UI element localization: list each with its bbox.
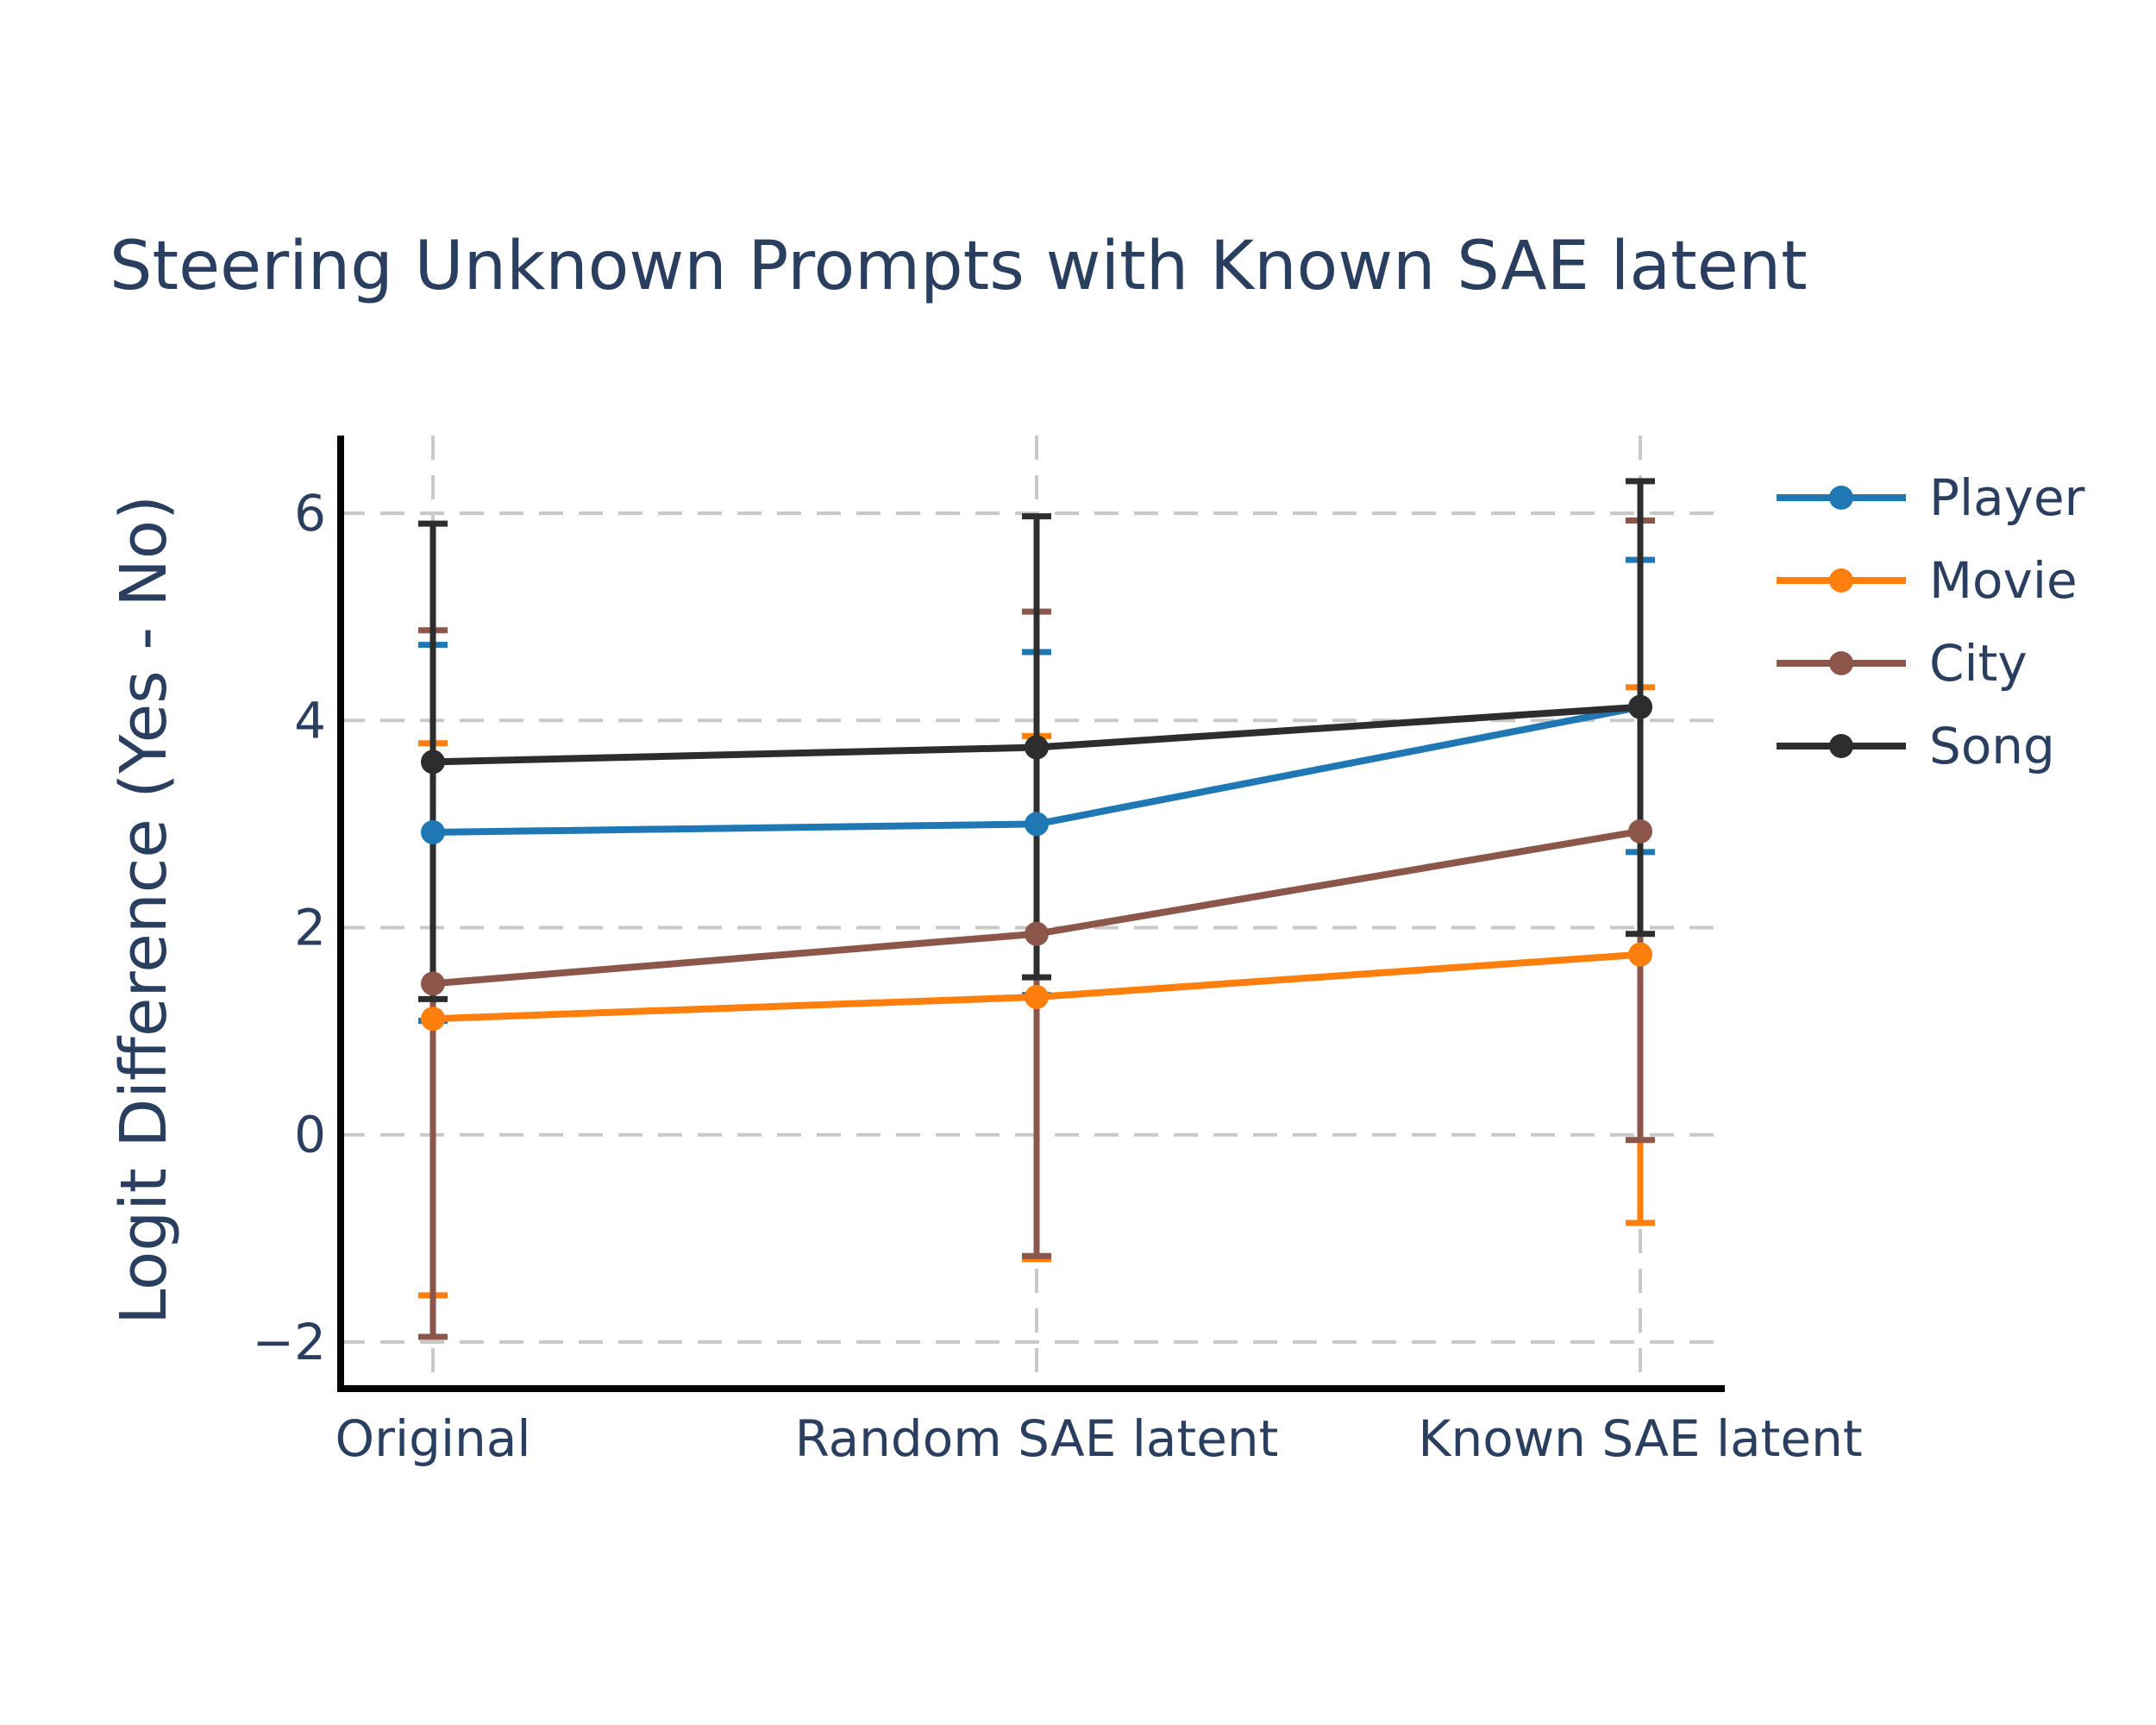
legend-swatch-marker bbox=[1829, 651, 1853, 675]
y-tick-label: 0 bbox=[294, 1106, 326, 1164]
x-tick-label: Original bbox=[335, 1409, 531, 1468]
data-point bbox=[421, 971, 445, 996]
data-point bbox=[421, 820, 445, 845]
data-point bbox=[421, 750, 445, 775]
legend-label: City bbox=[1929, 634, 2028, 693]
data-point bbox=[1628, 942, 1652, 967]
data-point bbox=[1025, 735, 1049, 760]
series-movie-line bbox=[421, 942, 1652, 1032]
data-point bbox=[421, 1007, 445, 1032]
legend-label: Song bbox=[1929, 717, 2055, 775]
legend-item-song[interactable]: Song bbox=[1777, 717, 2055, 775]
axes bbox=[337, 436, 1725, 1392]
y-tick-label: 6 bbox=[294, 484, 326, 543]
chart-title: Steering Unknown Prompts with Known SAE … bbox=[110, 228, 1808, 305]
y-tick-label: 4 bbox=[294, 691, 326, 750]
legend-label: Player bbox=[1929, 468, 2085, 527]
series-city-line bbox=[421, 819, 1652, 996]
legend-swatch-marker bbox=[1829, 486, 1853, 510]
x-tick-label: Known SAE latent bbox=[1418, 1409, 1862, 1468]
y-axis-ticks: −2 0 2 4 6 bbox=[253, 484, 327, 1371]
data-point bbox=[1025, 921, 1049, 946]
legend-item-movie[interactable]: Movie bbox=[1777, 551, 2078, 610]
legend[interactable]: Player Movie City Song bbox=[1777, 468, 2085, 775]
y-tick-label: 2 bbox=[294, 899, 326, 957]
gridlines bbox=[341, 436, 1725, 1389]
legend-item-player[interactable]: Player bbox=[1777, 468, 2085, 527]
legend-label: Movie bbox=[1929, 551, 2078, 610]
y-tick-label: −2 bbox=[253, 1313, 327, 1371]
data-point bbox=[1025, 812, 1049, 837]
data-point bbox=[1628, 694, 1652, 719]
x-axis-ticks: Original Random SAE latent Known SAE laten… bbox=[335, 1409, 1863, 1468]
y-axis-label: Logit Difference (Yes - No) bbox=[107, 495, 181, 1325]
data-point bbox=[1025, 984, 1049, 1009]
series-song-line bbox=[421, 694, 1652, 775]
legend-item-city[interactable]: City bbox=[1777, 634, 2028, 693]
legend-swatch-marker bbox=[1829, 568, 1853, 593]
legend-swatch-marker bbox=[1829, 734, 1853, 758]
x-tick-label: Random SAE latent bbox=[795, 1409, 1279, 1468]
data-point bbox=[1628, 819, 1652, 844]
plot-series bbox=[418, 478, 1655, 1340]
